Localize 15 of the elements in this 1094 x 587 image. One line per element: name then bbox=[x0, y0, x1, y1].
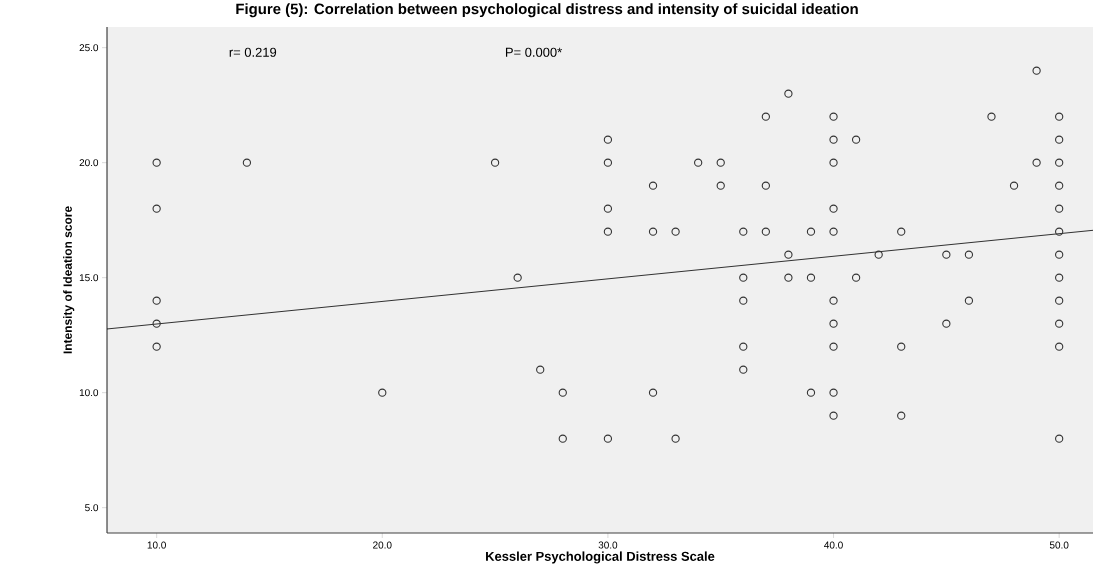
annotation: P= 0.000* bbox=[505, 47, 562, 57]
x-tick-label: 30.0 bbox=[598, 541, 618, 549]
x-axis-title: Kessler Psychological Distress Scale bbox=[486, 551, 715, 564]
y-tick-label: 20.0 bbox=[79, 159, 99, 167]
x-tick-label: 40.0 bbox=[824, 541, 843, 549]
x-tick-label: 50.0 bbox=[1049, 541, 1069, 549]
x-tick-label: 20.0 bbox=[373, 541, 392, 549]
y-tick-label: 5.0 bbox=[85, 504, 99, 512]
x-tick-label: 10.0 bbox=[147, 541, 166, 549]
y-tick-label: 25.0 bbox=[79, 44, 99, 52]
annotation: r= 0.219 bbox=[229, 47, 277, 57]
chart-title: Figure (5): Correlation between psychological distress and intensity of suicidal ideation bbox=[236, 3, 858, 18]
y-tick-label: 10.0 bbox=[79, 389, 99, 397]
y-axis-title: Intensity of Ideation score bbox=[63, 206, 75, 354]
y-tick-label: 15.0 bbox=[79, 274, 99, 282]
